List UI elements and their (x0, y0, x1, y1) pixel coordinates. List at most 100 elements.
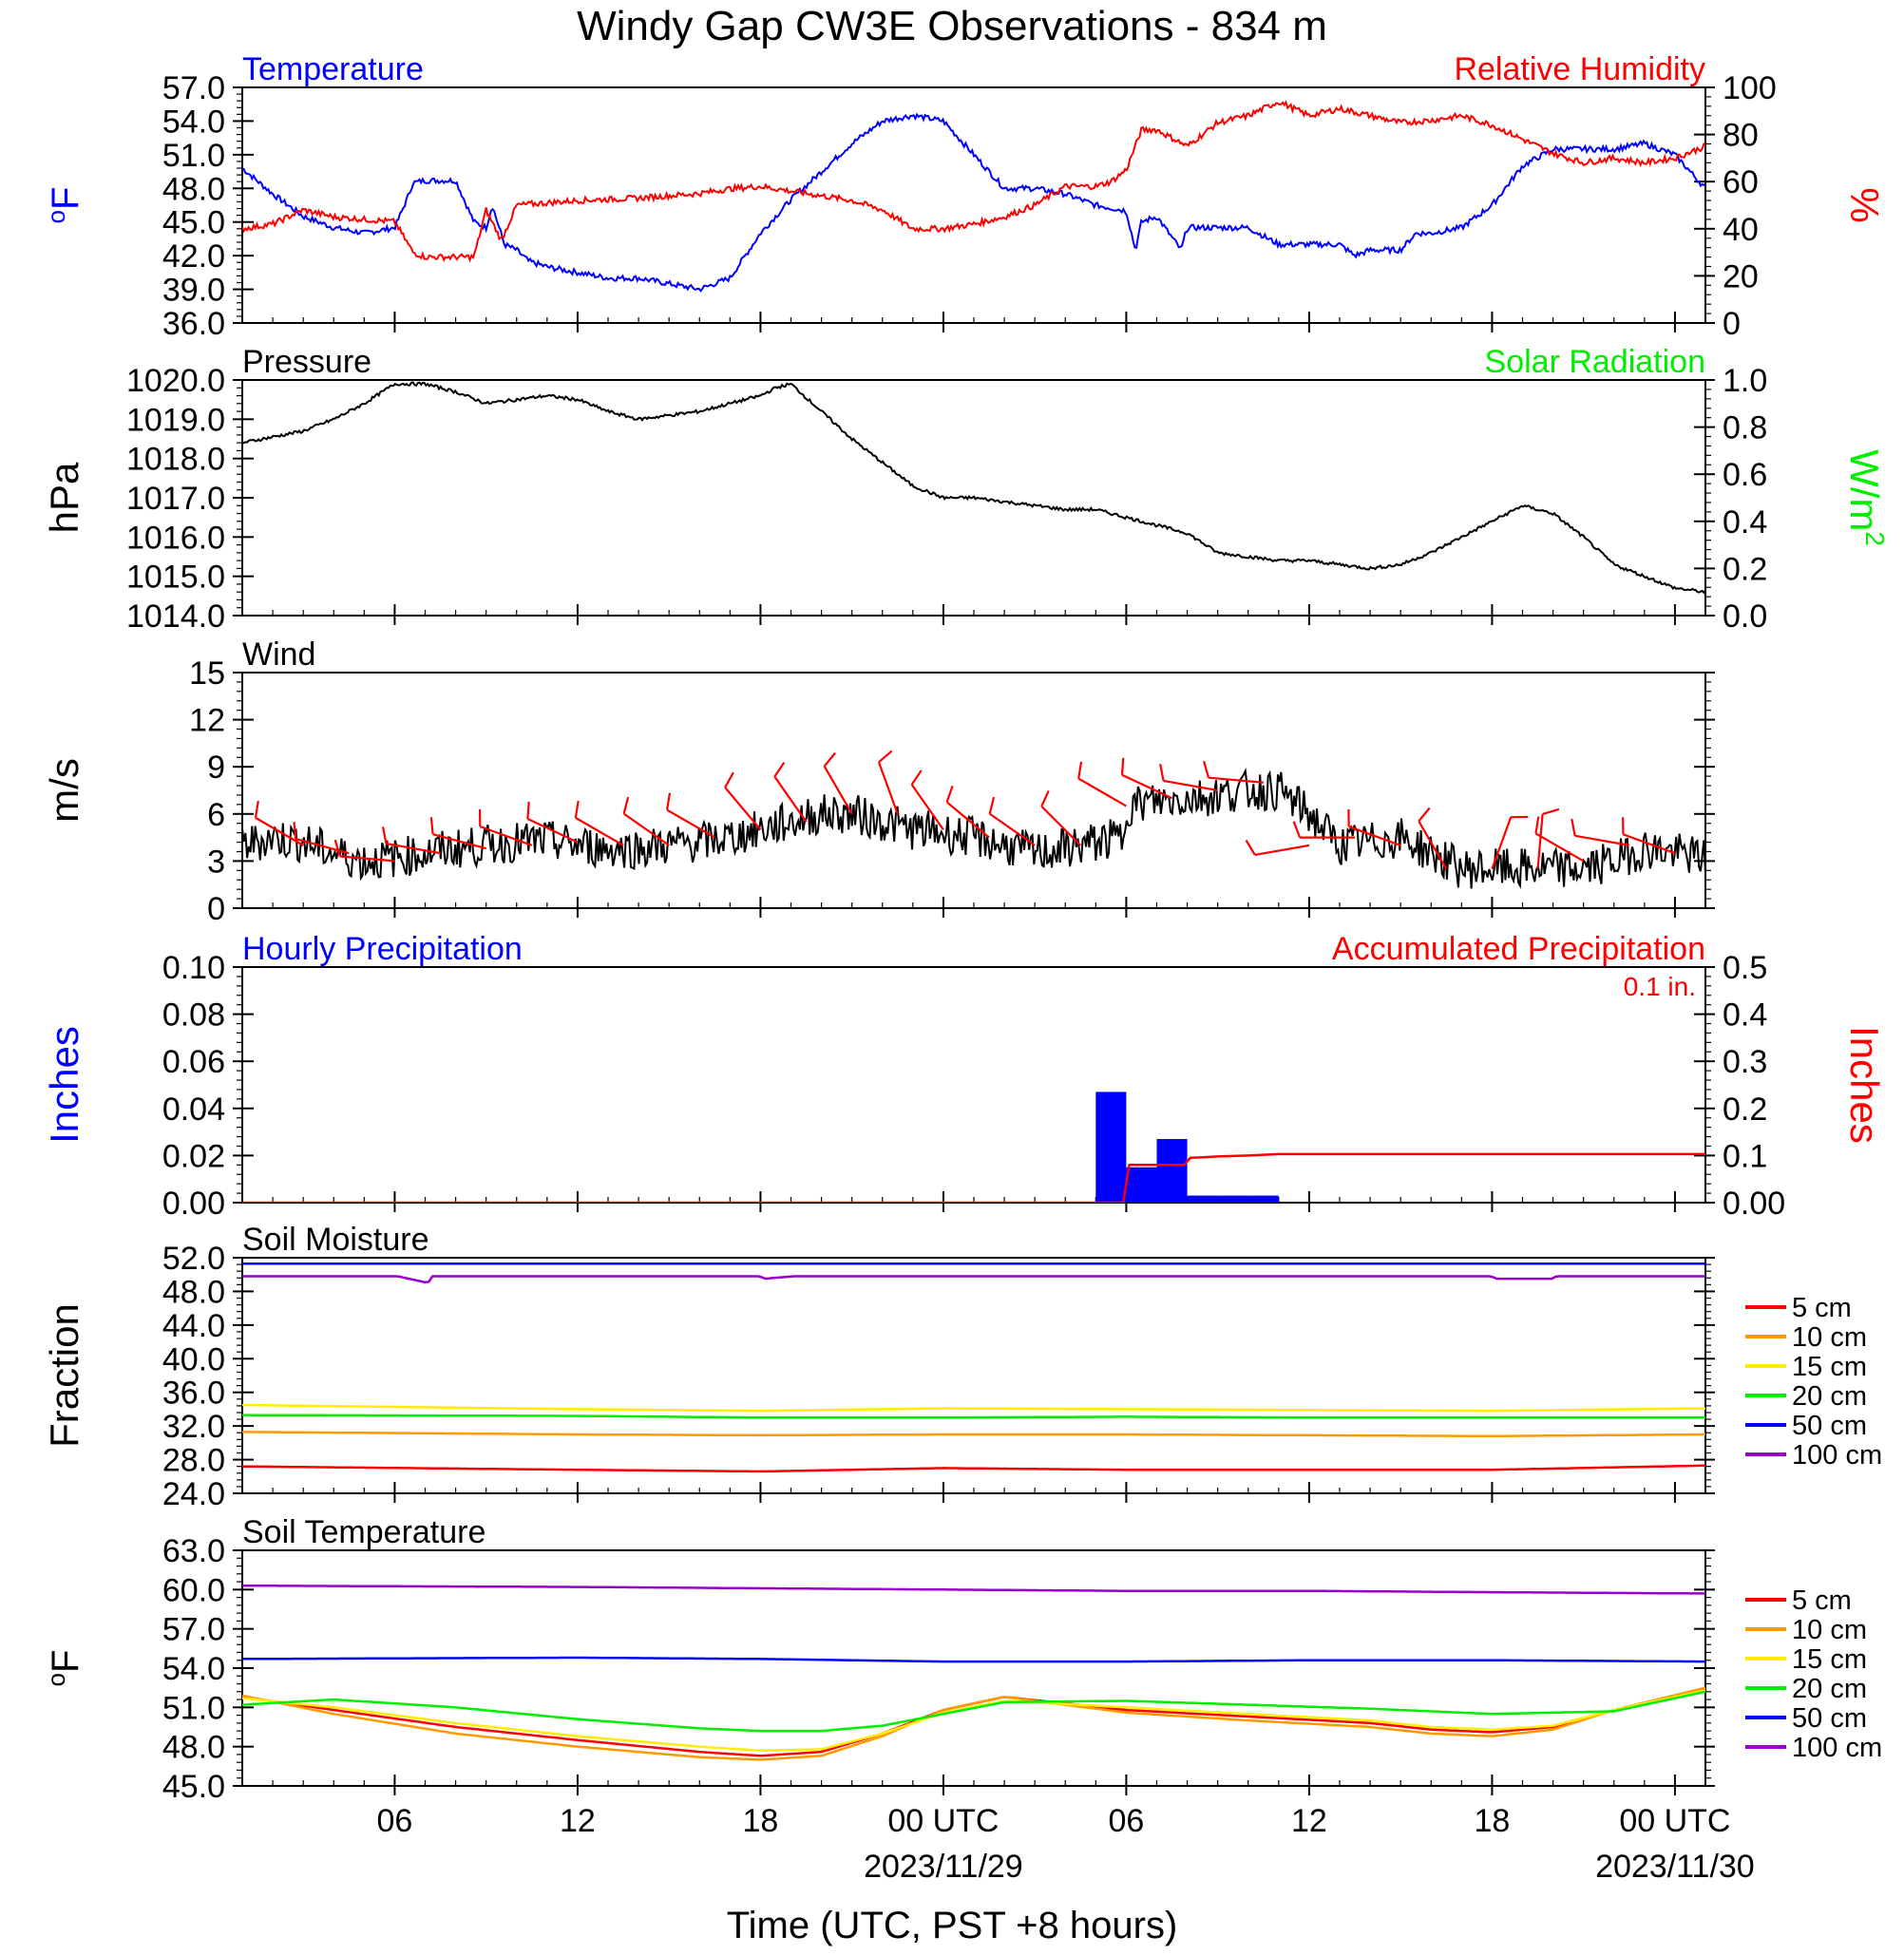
plot-data (242, 1262, 1705, 1473)
series-pressure (242, 381, 1705, 595)
wind-barb-flag (293, 822, 297, 840)
x-tick-label: 18 (1475, 1803, 1511, 1839)
wind-barb (386, 842, 441, 855)
y-left-tick-label: 3 (207, 844, 225, 880)
precip-total-label: 0.1 in. (1624, 972, 1696, 1001)
legend-label: 20 cm (1792, 1381, 1867, 1412)
panel-title-left: Wind (242, 636, 315, 673)
y-left-tick-label: 12 (189, 703, 225, 739)
y-right-tick-label: 20 (1723, 258, 1759, 294)
wind-barb (339, 855, 395, 863)
series-15-cm (242, 1689, 1705, 1753)
wind-barb-flag (429, 817, 434, 835)
x-date-label: 2023/11/30 (1595, 1849, 1755, 1885)
degree-sup: o (42, 210, 70, 223)
y-right-tick-label: 1.0 (1723, 363, 1767, 399)
y-left-axis-label: hPa (42, 462, 86, 533)
legend-label: 5 cm (1792, 1293, 1852, 1323)
y-left-tick-label: 15 (189, 655, 225, 692)
y-left-tick-label: 0.06 (162, 1044, 225, 1080)
legend-label: 100 cm (1792, 1440, 1882, 1471)
wind-barb-flag (878, 750, 893, 764)
y-left-tick-label: 48.0 (162, 1274, 225, 1310)
wind-barb (295, 838, 350, 855)
series-15-cm (242, 1403, 1705, 1413)
wind-barb-flag (574, 800, 580, 819)
y-left-tick-label: 0.00 (162, 1186, 225, 1222)
series-100-cm (242, 1275, 1705, 1284)
chart-panels: 57.054.051.048.045.042.039.036.010080604… (42, 51, 1890, 1885)
legend-label: 10 cm (1792, 1322, 1867, 1353)
series-5-cm (242, 1464, 1705, 1473)
panel-title-right: Accumulated Precipitation (1332, 931, 1705, 967)
wind-barb-flag (773, 762, 786, 778)
plot-data (242, 381, 1705, 595)
panel-precip: 0.10 0.08 0.06 0.04 0.02 0.00 0.5 0.4 0.3 0.2 0.1 0… (42, 931, 1887, 1222)
x-tick-label: 12 (1291, 1803, 1327, 1839)
panel-title-left: Pressure (242, 344, 371, 380)
wind-barb (1574, 834, 1629, 846)
y-right-tick-label: 80 (1723, 118, 1759, 154)
series-20-cm (242, 1690, 1705, 1733)
panel-title-right: Relative Humidity (1454, 51, 1705, 87)
precip-bar (1187, 1195, 1218, 1203)
y-left-tick-label: 1015.0 (126, 560, 225, 596)
precip-bar (1095, 1091, 1127, 1203)
y-right-tick-label: 0 (1723, 306, 1741, 342)
degree-sup: o (42, 1673, 70, 1686)
legend-label: 5 cm (1792, 1585, 1852, 1616)
y-left-tick-label: 51.0 (162, 138, 225, 174)
precip-bar (1156, 1139, 1188, 1203)
wind-barb (623, 812, 670, 846)
panel-title-left: Soil Temperature (242, 1514, 486, 1550)
y-left-tick-label: 54.0 (162, 104, 225, 140)
unit-f: F (45, 1650, 86, 1673)
wind-barb (1040, 806, 1082, 846)
wind-barb (255, 816, 304, 846)
figure-title: Windy Gap CW3E Observations - 834 m (577, 3, 1327, 49)
plot-data (242, 750, 1705, 889)
series-5-cm (242, 1687, 1705, 1757)
wind-barb (575, 816, 624, 846)
accumulated-precip-line (242, 1152, 1705, 1203)
series-relative-humidity (242, 100, 1705, 263)
panel-wind: 15 12 9 6 3 0 Wind m/s (42, 636, 1715, 927)
y-right-tick-label: 0.00 (1723, 1186, 1785, 1222)
plot-frame (241, 1257, 1706, 1494)
y-left-tick-label: 1018.0 (126, 442, 225, 478)
y-left-tick-label: 60.0 (162, 1572, 225, 1608)
y-right-tick-label: 0.4 (1723, 504, 1767, 541)
y-left-tick-label: 32.0 (162, 1409, 225, 1445)
panel-title-right: Solar Radiation (1485, 344, 1705, 380)
y-right-tick-label: 0.4 (1723, 997, 1767, 1034)
y-left-tick-label: 1014.0 (126, 598, 225, 635)
series-10-cm (242, 1431, 1705, 1438)
y-left-tick-label: 48.0 (162, 1730, 225, 1766)
y-left-tick-label: 42.0 (162, 238, 225, 275)
panel-title-left: Hourly Precipitation (242, 931, 523, 967)
y-left-tick-label: 0.10 (162, 950, 225, 986)
wind-barb (1623, 833, 1676, 855)
wind-barb-flag (254, 800, 259, 819)
precip-bar (1126, 1167, 1157, 1203)
y-left-tick-label: 57.0 (162, 1612, 225, 1648)
y-left-tick-label: 1019.0 (126, 402, 225, 438)
wind-barb (1348, 825, 1401, 846)
wind-barb (479, 825, 533, 846)
wind-barb-flag (1077, 761, 1083, 779)
wind-barb (1121, 773, 1173, 800)
y-left-tick-label: 39.0 (162, 273, 225, 309)
y-right-tick-label: 0.6 (1723, 457, 1767, 493)
wind-barb (823, 766, 853, 815)
plot-data (242, 1584, 1705, 1761)
wind-barb-flag (823, 751, 836, 768)
y-left-tick-label: 0 (207, 891, 225, 927)
y-right-tick-label: 40 (1723, 212, 1759, 248)
series-50-cm (242, 1656, 1705, 1663)
wind-barb-flag (910, 769, 923, 786)
y-right-tick-label: 100 (1723, 70, 1777, 106)
wind-barb-flag (1159, 764, 1165, 782)
x-tick-label: 18 (743, 1803, 779, 1839)
y-left-tick-label: 0.04 (162, 1091, 225, 1128)
